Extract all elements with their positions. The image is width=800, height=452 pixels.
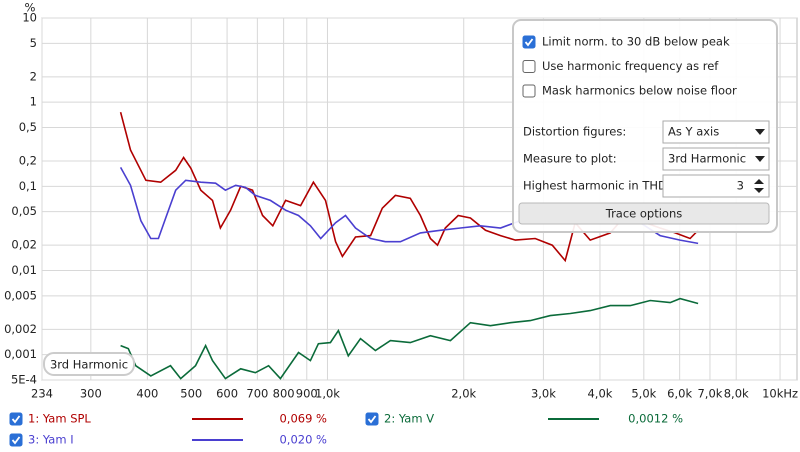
x-tick-label: 1,0k (315, 387, 340, 401)
legend-name: 3: Yam I (28, 433, 74, 447)
y-tick-label: 0,01 (11, 263, 37, 277)
legend-readout: 0,020 % (279, 433, 327, 447)
y-tick-label: 2 (30, 69, 37, 83)
x-tick-label: 900 (296, 387, 318, 401)
checkbox[interactable] (9, 412, 23, 426)
dropdown[interactable] (662, 147, 770, 171)
x-tick-label: 600 (216, 387, 238, 401)
button-label: Trace options (605, 207, 683, 221)
checkbox[interactable] (522, 60, 536, 73)
y-tick-label: 0,002 (4, 322, 37, 336)
legend-name: 1: Yam SPL (28, 412, 91, 426)
option-label: Mask harmonics below noise floor (542, 84, 737, 98)
checkbox[interactable] (9, 433, 23, 447)
checkmark (367, 415, 377, 424)
spinner-up[interactable] (754, 179, 764, 184)
annotation-badge (43, 352, 135, 376)
x-tick-label: 8,0k (724, 387, 749, 401)
x-tick-label: 5,0k (631, 387, 656, 401)
y-tick-label: 0,5 (19, 120, 37, 134)
x-tick-label: 700 (246, 387, 268, 401)
spinner-label: Highest harmonic in THD: (523, 179, 671, 193)
annotation: 3rd Harmonic (50, 358, 128, 372)
x-tick-label: 3,0k (531, 387, 556, 401)
y-axis-label: % (25, 1, 36, 15)
spinner-down[interactable] (754, 188, 764, 193)
dropdown-arrow (755, 129, 765, 135)
option-label: Use harmonic frequency as ref (542, 59, 719, 73)
x-tick-label: 234 (31, 387, 53, 401)
x-tick-label: 7,0k (697, 387, 722, 401)
field-label: Distortion figures: (523, 125, 626, 139)
y-tick-label: 5 (30, 36, 37, 50)
series-line (120, 297, 699, 380)
x-tick-label: 6,0k (667, 387, 692, 401)
option-label: Limit norm. to 30 dB below peak (542, 35, 730, 49)
y-tick-label: 10 (22, 11, 37, 25)
checkbox[interactable] (522, 84, 536, 98)
checkmark (11, 415, 21, 424)
y-tick-label: 0,001 (4, 347, 37, 361)
y-tick-label: 0,05 (11, 204, 37, 218)
legend-name: 2: Yam V (384, 412, 434, 426)
y-tick-label: 0,02 (11, 238, 37, 252)
x-tick-label: 4,0k (587, 387, 612, 401)
dropdown-value: 3rd Harmonic (668, 152, 746, 166)
dropdown[interactable] (662, 120, 770, 144)
x-tick-label: 2,0k (451, 387, 476, 401)
y-tick-label: 0,1 (19, 179, 37, 193)
x-tick-label: 800 (273, 387, 295, 401)
legend-readout: 0,069 % (279, 412, 327, 426)
field-label: Measure to plot: (523, 152, 617, 166)
x-tick-label: 500 (180, 387, 202, 401)
button[interactable] (518, 202, 770, 225)
spinner[interactable] (662, 174, 770, 198)
y-tick-label: 5E-4 (11, 373, 37, 387)
spinner-value: 3 (737, 179, 744, 193)
checkmark (11, 436, 21, 445)
x-tick-label: 400 (136, 387, 158, 401)
y-tick-label: 1 (30, 95, 37, 109)
y-tick-label: 0,005 (4, 288, 37, 302)
checkbox[interactable] (522, 35, 536, 49)
dropdown-arrow (755, 156, 765, 162)
dropdown-value: As Y axis (668, 125, 719, 139)
x-tick-label: 300 (80, 387, 102, 401)
legend-readout: 0,0012 % (628, 412, 683, 426)
y-tick-label: 0,2 (19, 153, 37, 167)
checkbox[interactable] (365, 412, 379, 426)
checkmark (524, 38, 534, 47)
x-tick-label: 10kHz (762, 387, 798, 401)
